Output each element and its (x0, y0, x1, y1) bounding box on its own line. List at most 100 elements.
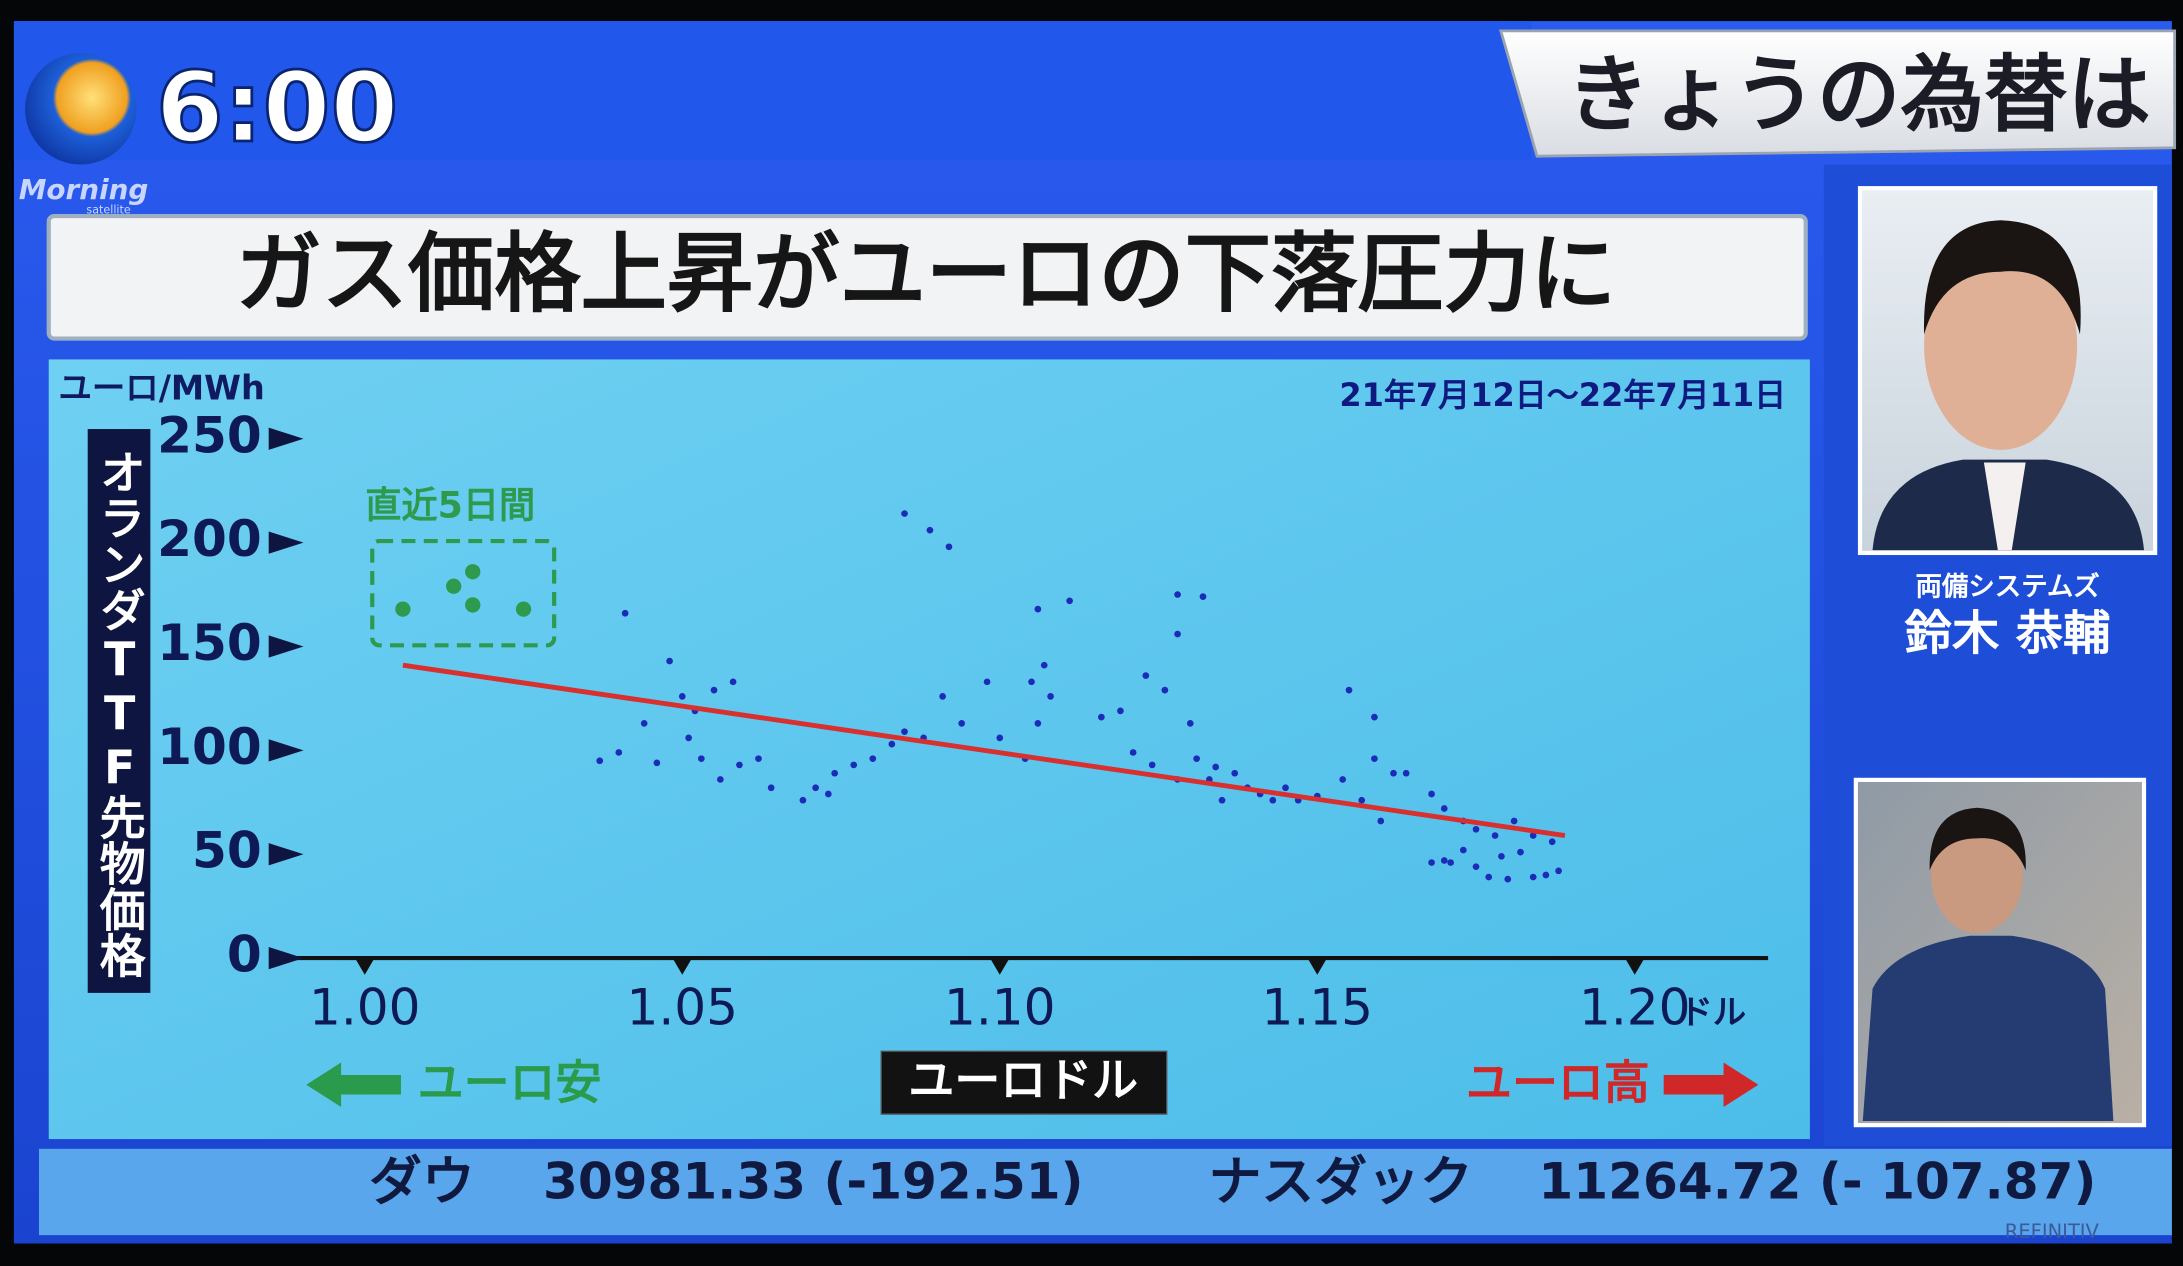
x-unit: ドル (1679, 992, 1746, 1031)
point (1339, 776, 1347, 783)
x-tick (672, 958, 693, 975)
logo (25, 53, 137, 165)
point (1098, 713, 1105, 721)
point (1529, 873, 1537, 881)
point (1517, 848, 1524, 856)
point (755, 755, 762, 763)
legend-box (370, 539, 557, 648)
point (869, 755, 877, 763)
y-tick (268, 427, 304, 450)
highlight-point (515, 601, 532, 617)
y-tick (268, 946, 304, 970)
point (996, 734, 1004, 742)
point (1440, 805, 1448, 812)
point (1510, 817, 1518, 825)
guest-company: 両備システムズ (1915, 571, 2099, 602)
point (729, 678, 737, 686)
point (666, 657, 673, 665)
y-tick-label: 0 (227, 925, 262, 984)
x-tick (355, 958, 375, 975)
point (1186, 720, 1194, 727)
banner-title: きょうの為替は (1566, 45, 2151, 143)
guest-shirt (1983, 462, 2026, 551)
point (983, 678, 991, 686)
highlight-point (446, 578, 462, 594)
point (1377, 817, 1385, 825)
point (1440, 857, 1448, 864)
point (1529, 832, 1537, 839)
point (1269, 796, 1277, 804)
point (717, 776, 724, 783)
point (1472, 825, 1480, 833)
chart-panel (48, 359, 1810, 1140)
ticker-band (38, 1148, 2172, 1236)
point (1358, 796, 1366, 804)
y-tick (268, 739, 304, 762)
point (1047, 693, 1054, 700)
point (1129, 749, 1137, 756)
x-tick-label: 1.10 (944, 977, 1056, 1036)
point (767, 784, 775, 792)
headline-box (46, 213, 1808, 341)
point (1199, 593, 1207, 600)
right-note: ユーロ高 (1466, 1056, 1650, 1110)
point (945, 543, 953, 551)
point (799, 796, 807, 804)
point (901, 510, 908, 517)
point (824, 790, 832, 798)
x-label-box (880, 1050, 1168, 1115)
point (888, 740, 896, 748)
clock: 6:00 (156, 51, 398, 164)
highlight-point (395, 601, 411, 617)
point (1371, 755, 1378, 763)
ticker-label: ダウ (369, 1152, 475, 1213)
point (1447, 859, 1454, 866)
point (1034, 720, 1042, 727)
guest-face (1924, 241, 2078, 450)
point (1117, 707, 1124, 715)
highlight-point (465, 564, 481, 580)
point (958, 720, 966, 727)
x-tick-label: 1.20 (1579, 977, 1691, 1036)
point (1040, 661, 1048, 669)
y-tick (268, 635, 304, 658)
banner (1498, 29, 2177, 158)
point (1028, 678, 1035, 686)
point (710, 686, 718, 694)
trendline (402, 662, 1566, 838)
point (1142, 672, 1150, 679)
point (1428, 859, 1435, 866)
y-tick-label: 200 (157, 509, 262, 568)
point (1148, 761, 1156, 769)
ticker-value: 11264.72 (- 107.87) (1538, 1152, 2096, 1211)
point (1390, 769, 1397, 777)
left-arrow (306, 1062, 401, 1108)
x-tick-label: 1.15 (1261, 977, 1373, 1036)
right-arrow (1663, 1062, 1759, 1108)
legend-label: 直近5日間 (365, 484, 535, 527)
y-tick-label: 50 (192, 821, 262, 880)
period: 21年7月12日～22年7月11日 (1339, 376, 1786, 414)
y-tick (268, 531, 304, 554)
point (1218, 796, 1226, 804)
point (939, 693, 946, 700)
point (1504, 875, 1512, 883)
point (1231, 769, 1239, 777)
program-logo: Morning (19, 173, 149, 206)
y-tick-label: 150 (157, 613, 262, 672)
point (1542, 871, 1550, 879)
point (678, 693, 686, 700)
x-tick (1307, 958, 1328, 975)
headline: ガス価格上昇がユーロの下落圧力に (235, 225, 1616, 325)
point (1472, 863, 1480, 871)
y-tick (268, 843, 304, 866)
point (831, 769, 839, 777)
point (621, 609, 629, 617)
x-tick-label: 1.00 (309, 977, 421, 1036)
point (1174, 591, 1181, 598)
x-tick-label: 1.05 (626, 977, 738, 1036)
y-unit: ユーロ/MWh (58, 369, 264, 408)
point (1371, 713, 1378, 721)
point (1491, 832, 1499, 839)
